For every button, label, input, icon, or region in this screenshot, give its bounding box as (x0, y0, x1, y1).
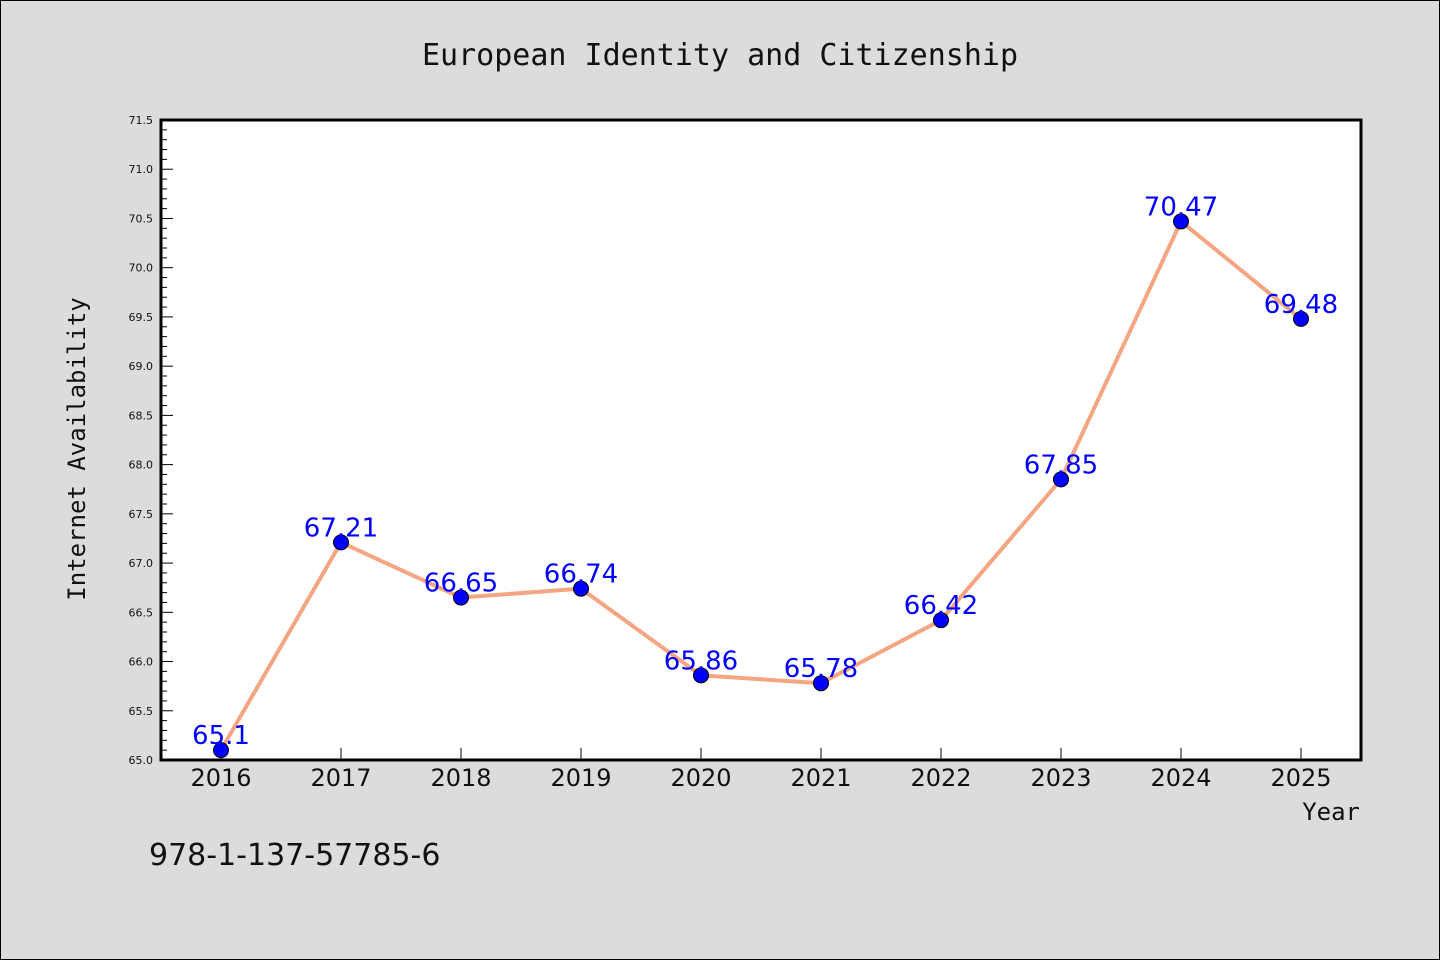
y-tick-label: 66.5 (129, 606, 154, 619)
x-tick-label: 2017 (310, 764, 371, 792)
data-point (1173, 213, 1189, 230)
data-label: 70.47 (1144, 192, 1218, 222)
data-label: 65.78 (784, 654, 858, 684)
y-tick-label: 69.0 (129, 360, 154, 373)
x-tick-label: 2018 (430, 764, 491, 792)
data-labels: 65.1 67.21 66.65 66.74 65.86 65.78 66.42 67.85 7… (192, 192, 1338, 751)
x-tick-label: 2023 (1030, 764, 1091, 792)
data-label: 66.65 (424, 569, 498, 599)
plot-frame (159, 118, 1363, 762)
y-tick-label: 67.0 (129, 557, 154, 570)
data-point (453, 589, 469, 606)
y-axis: 65.0 65.5 66.0 66.5 67.0 67.5 68.0 68.5 69.0 69.5… (129, 114, 173, 767)
x-tick-label: 2021 (790, 764, 851, 792)
x-tick-label: 2024 (1150, 764, 1211, 792)
series-line (219, 219, 1303, 753)
y-tick-label: 66.0 (129, 656, 154, 669)
x-tick-label: 2020 (670, 764, 731, 792)
series-layer (213, 213, 1309, 759)
x-axis-label: Year (1302, 798, 1360, 826)
x-tick-label: 2025 (1270, 764, 1331, 792)
data-label: 67.21 (304, 513, 378, 543)
data-point (813, 675, 829, 692)
data-point (1293, 310, 1309, 327)
x-tick-label: 2016 (190, 764, 251, 792)
y-tick-label: 65.5 (129, 705, 154, 718)
data-point (213, 742, 229, 759)
y-tick-label: 70.5 (129, 212, 154, 225)
data-label: 66.74 (544, 560, 618, 590)
x-axis: 2016 2017 2018 2019 2020 2021 2022 2023 2024 2025 (190, 748, 1332, 792)
isbn-annotation: 978-1-137-57785-6 (149, 838, 440, 873)
plot-area (161, 120, 1361, 760)
x-tick-label: 2019 (550, 764, 611, 792)
data-label: 65.86 (664, 646, 738, 676)
data-point (333, 534, 349, 551)
data-point (573, 580, 589, 597)
data-point (933, 612, 949, 629)
y-tick-label: 71.0 (129, 163, 154, 176)
data-label: 66.42 (904, 591, 978, 621)
x-tick-label: 2022 (910, 764, 971, 792)
data-point (1053, 471, 1069, 488)
y-tick-label: 68.5 (129, 409, 154, 422)
y-tick-label: 71.5 (129, 114, 154, 127)
y-tick-label: 68.0 (129, 459, 154, 472)
chart-title: European Identity and Citizenship (422, 38, 1018, 73)
data-point (693, 667, 709, 684)
data-label: 67.85 (1024, 450, 1098, 480)
y-tick-label: 67.5 (129, 508, 154, 521)
data-label: 69.48 (1264, 290, 1338, 320)
y-tick-label: 70.0 (129, 262, 154, 275)
y-tick-label: 69.5 (129, 311, 154, 324)
y-tick-label: 65.0 (129, 754, 154, 767)
data-label: 65.1 (192, 721, 250, 751)
y-axis-label: Internet Availability (63, 297, 91, 600)
